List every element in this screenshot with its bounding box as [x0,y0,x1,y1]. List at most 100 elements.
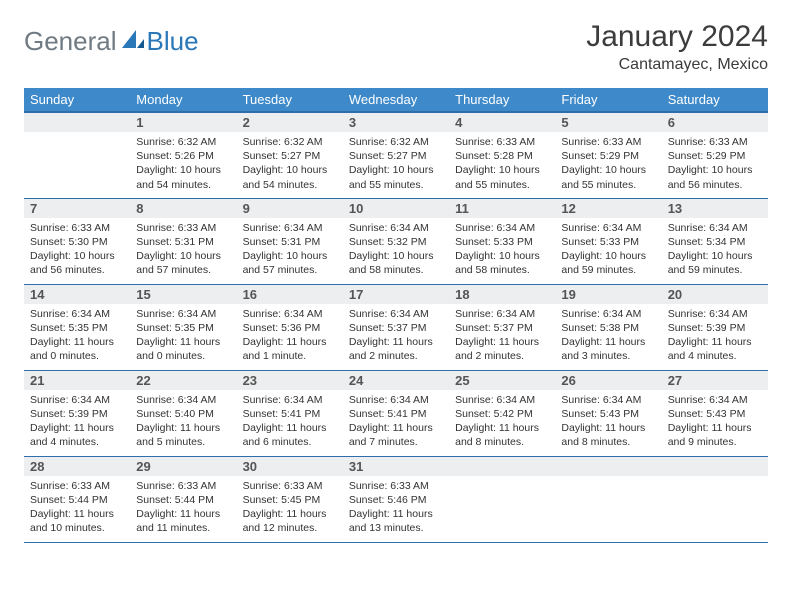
day-number: 22 [130,371,236,390]
calendar-cell: 4Sunrise: 6:33 AMSunset: 5:28 PMDaylight… [449,112,555,198]
day-number: 12 [555,199,661,218]
day-info: Sunrise: 6:33 AMSunset: 5:44 PMDaylight:… [24,476,130,540]
day-info: Sunrise: 6:33 AMSunset: 5:31 PMDaylight:… [130,218,236,282]
day-number: 17 [343,285,449,304]
day-number: 3 [343,113,449,132]
calendar-cell: 17Sunrise: 6:34 AMSunset: 5:37 PMDayligh… [343,284,449,370]
day-info: Sunrise: 6:34 AMSunset: 5:35 PMDaylight:… [24,304,130,368]
calendar-cell: 11Sunrise: 6:34 AMSunset: 5:33 PMDayligh… [449,198,555,284]
calendar-week: 21Sunrise: 6:34 AMSunset: 5:39 PMDayligh… [24,370,768,456]
calendar-week: 1Sunrise: 6:32 AMSunset: 5:26 PMDaylight… [24,112,768,198]
logo-text-blue: Blue [147,26,199,57]
calendar-cell: 16Sunrise: 6:34 AMSunset: 5:36 PMDayligh… [237,284,343,370]
calendar-cell: 18Sunrise: 6:34 AMSunset: 5:37 PMDayligh… [449,284,555,370]
day-number: 20 [662,285,768,304]
day-number: 4 [449,113,555,132]
day-info: Sunrise: 6:34 AMSunset: 5:38 PMDaylight:… [555,304,661,368]
logo-text-general: General [24,26,117,57]
calendar-cell: 5Sunrise: 6:33 AMSunset: 5:29 PMDaylight… [555,112,661,198]
day-info: Sunrise: 6:34 AMSunset: 5:39 PMDaylight:… [24,390,130,454]
day-info-empty [449,476,555,532]
day-info: Sunrise: 6:33 AMSunset: 5:28 PMDaylight:… [449,132,555,196]
day-number: 6 [662,113,768,132]
logo: General Blue [24,20,199,57]
calendar-cell: 22Sunrise: 6:34 AMSunset: 5:40 PMDayligh… [130,370,236,456]
calendar-cell: 12Sunrise: 6:34 AMSunset: 5:33 PMDayligh… [555,198,661,284]
calendar-cell [662,456,768,542]
day-number: 15 [130,285,236,304]
day-info-empty [24,132,130,188]
day-number: 23 [237,371,343,390]
calendar-cell [449,456,555,542]
day-number-empty [662,457,768,476]
day-number: 19 [555,285,661,304]
day-header: Monday [130,88,236,112]
day-info: Sunrise: 6:34 AMSunset: 5:43 PMDaylight:… [555,390,661,454]
day-number-empty [24,113,130,132]
day-info: Sunrise: 6:33 AMSunset: 5:46 PMDaylight:… [343,476,449,540]
day-header: Friday [555,88,661,112]
calendar-cell: 10Sunrise: 6:34 AMSunset: 5:32 PMDayligh… [343,198,449,284]
day-info: Sunrise: 6:34 AMSunset: 5:34 PMDaylight:… [662,218,768,282]
day-info: Sunrise: 6:32 AMSunset: 5:27 PMDaylight:… [343,132,449,196]
page: General Blue January 2024 Cantamayec, Me… [0,0,792,563]
day-number: 30 [237,457,343,476]
day-info: Sunrise: 6:33 AMSunset: 5:29 PMDaylight:… [662,132,768,196]
day-info: Sunrise: 6:33 AMSunset: 5:45 PMDaylight:… [237,476,343,540]
day-info: Sunrise: 6:33 AMSunset: 5:30 PMDaylight:… [24,218,130,282]
day-number: 24 [343,371,449,390]
day-number-empty [449,457,555,476]
day-info: Sunrise: 6:34 AMSunset: 5:40 PMDaylight:… [130,390,236,454]
calendar-cell: 25Sunrise: 6:34 AMSunset: 5:42 PMDayligh… [449,370,555,456]
day-info-empty [662,476,768,532]
title-block: January 2024 Cantamayec, Mexico [586,20,768,74]
day-info: Sunrise: 6:33 AMSunset: 5:29 PMDaylight:… [555,132,661,196]
day-number: 26 [555,371,661,390]
calendar-week: 28Sunrise: 6:33 AMSunset: 5:44 PMDayligh… [24,456,768,542]
day-header: Sunday [24,88,130,112]
calendar-cell: 15Sunrise: 6:34 AMSunset: 5:35 PMDayligh… [130,284,236,370]
day-number-empty [555,457,661,476]
calendar-cell: 28Sunrise: 6:33 AMSunset: 5:44 PMDayligh… [24,456,130,542]
calendar-cell: 1Sunrise: 6:32 AMSunset: 5:26 PMDaylight… [130,112,236,198]
calendar-cell: 3Sunrise: 6:32 AMSunset: 5:27 PMDaylight… [343,112,449,198]
day-number: 14 [24,285,130,304]
calendar-cell: 31Sunrise: 6:33 AMSunset: 5:46 PMDayligh… [343,456,449,542]
calendar-cell: 24Sunrise: 6:34 AMSunset: 5:41 PMDayligh… [343,370,449,456]
day-info: Sunrise: 6:34 AMSunset: 5:39 PMDaylight:… [662,304,768,368]
day-number: 8 [130,199,236,218]
calendar-cell [555,456,661,542]
day-header: Tuesday [237,88,343,112]
calendar-cell: 29Sunrise: 6:33 AMSunset: 5:44 PMDayligh… [130,456,236,542]
day-info: Sunrise: 6:34 AMSunset: 5:42 PMDaylight:… [449,390,555,454]
day-info: Sunrise: 6:32 AMSunset: 5:27 PMDaylight:… [237,132,343,196]
calendar-cell: 19Sunrise: 6:34 AMSunset: 5:38 PMDayligh… [555,284,661,370]
day-number: 21 [24,371,130,390]
day-info: Sunrise: 6:34 AMSunset: 5:37 PMDaylight:… [449,304,555,368]
calendar-cell: 8Sunrise: 6:33 AMSunset: 5:31 PMDaylight… [130,198,236,284]
day-number: 31 [343,457,449,476]
day-info: Sunrise: 6:33 AMSunset: 5:44 PMDaylight:… [130,476,236,540]
calendar-week: 14Sunrise: 6:34 AMSunset: 5:35 PMDayligh… [24,284,768,370]
calendar-cell: 13Sunrise: 6:34 AMSunset: 5:34 PMDayligh… [662,198,768,284]
day-info: Sunrise: 6:34 AMSunset: 5:43 PMDaylight:… [662,390,768,454]
calendar-cell: 30Sunrise: 6:33 AMSunset: 5:45 PMDayligh… [237,456,343,542]
day-number: 1 [130,113,236,132]
day-of-week-row: SundayMondayTuesdayWednesdayThursdayFrid… [24,88,768,112]
day-info: Sunrise: 6:34 AMSunset: 5:31 PMDaylight:… [237,218,343,282]
day-info: Sunrise: 6:34 AMSunset: 5:32 PMDaylight:… [343,218,449,282]
day-header: Thursday [449,88,555,112]
day-info-empty [555,476,661,532]
calendar-cell: 27Sunrise: 6:34 AMSunset: 5:43 PMDayligh… [662,370,768,456]
header-row: General Blue January 2024 Cantamayec, Me… [24,20,768,74]
day-number: 18 [449,285,555,304]
location: Cantamayec, Mexico [586,56,768,74]
day-number: 10 [343,199,449,218]
day-info: Sunrise: 6:34 AMSunset: 5:37 PMDaylight:… [343,304,449,368]
day-info: Sunrise: 6:34 AMSunset: 5:33 PMDaylight:… [449,218,555,282]
day-number: 9 [237,199,343,218]
calendar-cell: 23Sunrise: 6:34 AMSunset: 5:41 PMDayligh… [237,370,343,456]
day-number: 29 [130,457,236,476]
calendar-cell [24,112,130,198]
calendar-cell: 14Sunrise: 6:34 AMSunset: 5:35 PMDayligh… [24,284,130,370]
